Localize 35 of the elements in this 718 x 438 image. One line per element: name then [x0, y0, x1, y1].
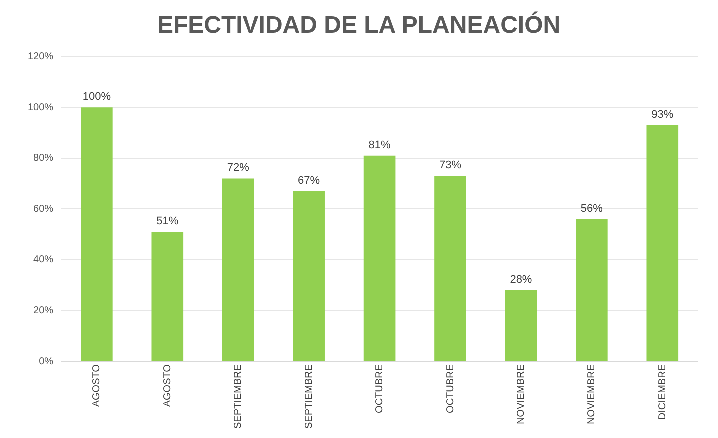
data-label: 51%	[156, 216, 179, 228]
bar	[434, 176, 466, 362]
x-tick-label: OCTUBRE	[445, 364, 456, 414]
x-tick-label: OCTUBRE	[374, 364, 386, 414]
y-tick-label: 100%	[28, 102, 54, 114]
data-label: 73%	[439, 160, 462, 172]
x-tick-label: NOVIEMBRE	[586, 364, 598, 425]
data-label: 93%	[652, 108, 674, 121]
data-label: 100%	[82, 91, 112, 104]
data-label: 81%	[368, 139, 392, 152]
x-tick-label: AGOSTO	[162, 364, 174, 408]
data-label: 67%	[298, 174, 320, 187]
y-tick-label: 60%	[34, 204, 54, 215]
y-tick-label: 40%	[34, 254, 54, 266]
x-tick-label: SEPTIEMBRE	[304, 364, 315, 430]
x-tick-label: AGOSTO	[92, 364, 103, 408]
data-label: 72%	[227, 162, 250, 174]
x-tick-label: SEPTIEMBRE	[233, 364, 244, 430]
x-tick-label: NOVIEMBRE	[516, 364, 527, 425]
y-tick-label: 20%	[34, 306, 54, 316]
bar	[576, 219, 608, 362]
data-label: 56%	[580, 202, 604, 215]
bar	[364, 156, 396, 362]
bar	[505, 290, 538, 362]
x-tick-label: DICIEMBRE	[657, 364, 668, 420]
data-label: 28%	[510, 274, 532, 286]
y-tick-label: 120%	[28, 52, 54, 63]
chart-title: EFECTIVIDAD DE LA PLANEACIÓN	[157, 11, 561, 40]
bar	[81, 108, 113, 362]
bar	[152, 232, 184, 362]
bar	[646, 125, 679, 362]
y-tick-label: 0%	[39, 356, 54, 368]
bar	[222, 178, 254, 362]
y-tick-label: 80%	[34, 153, 54, 164]
bar	[293, 191, 325, 362]
